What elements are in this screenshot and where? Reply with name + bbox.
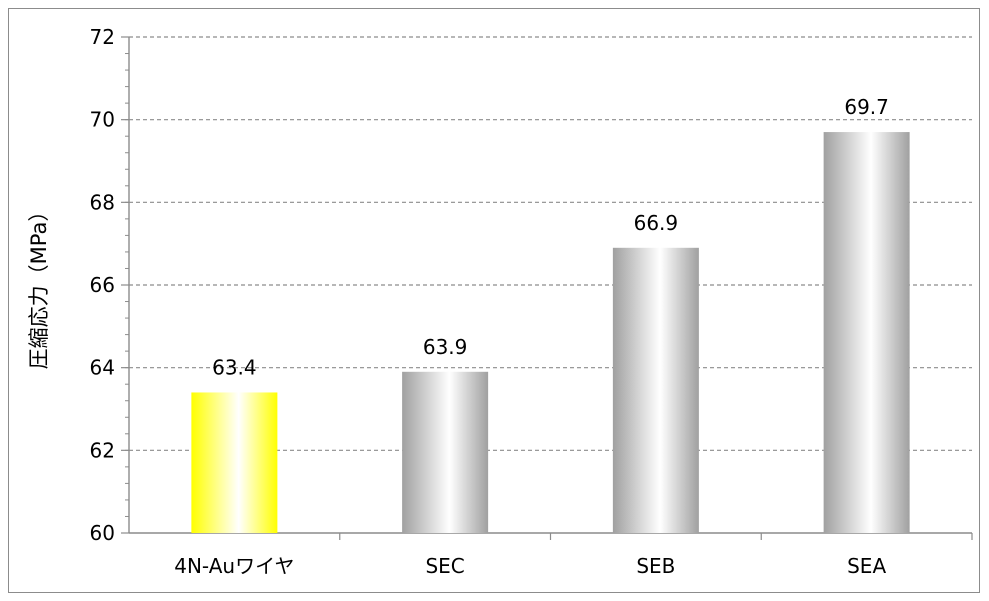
chart-frame [8,8,980,593]
data-label: 63.4 [212,355,257,379]
bar [191,392,278,533]
y-tick-label: 70 [90,108,115,132]
bars [191,132,910,534]
data-label: 63.9 [423,335,468,359]
y-tick-label: 66 [90,273,115,297]
category-label: SEC [425,554,464,578]
y-tick-label: 72 [90,25,115,49]
y-axis-title: 圧縮応力（MPa） [27,201,51,370]
category-label: SEA [847,554,886,578]
y-tick-labels: 60 62 64 66 68 70 72 [90,25,115,545]
bar [402,371,489,533]
data-label: 69.7 [844,95,889,119]
y-tick-label: 68 [90,190,115,214]
bar [823,132,910,534]
category-label: 4N-Auワイヤ [174,554,294,578]
data-labels: 63.4 63.9 66.9 69.7 [212,95,889,379]
y-tick-label: 64 [90,356,115,380]
y-tick-label: 60 [90,521,115,545]
category-labels: 4N-Auワイヤ SEC SEB SEA [174,554,886,578]
data-label: 66.9 [634,211,679,235]
y-tick-label: 62 [90,438,115,462]
category-label: SEB [636,554,675,578]
bar [612,247,699,534]
